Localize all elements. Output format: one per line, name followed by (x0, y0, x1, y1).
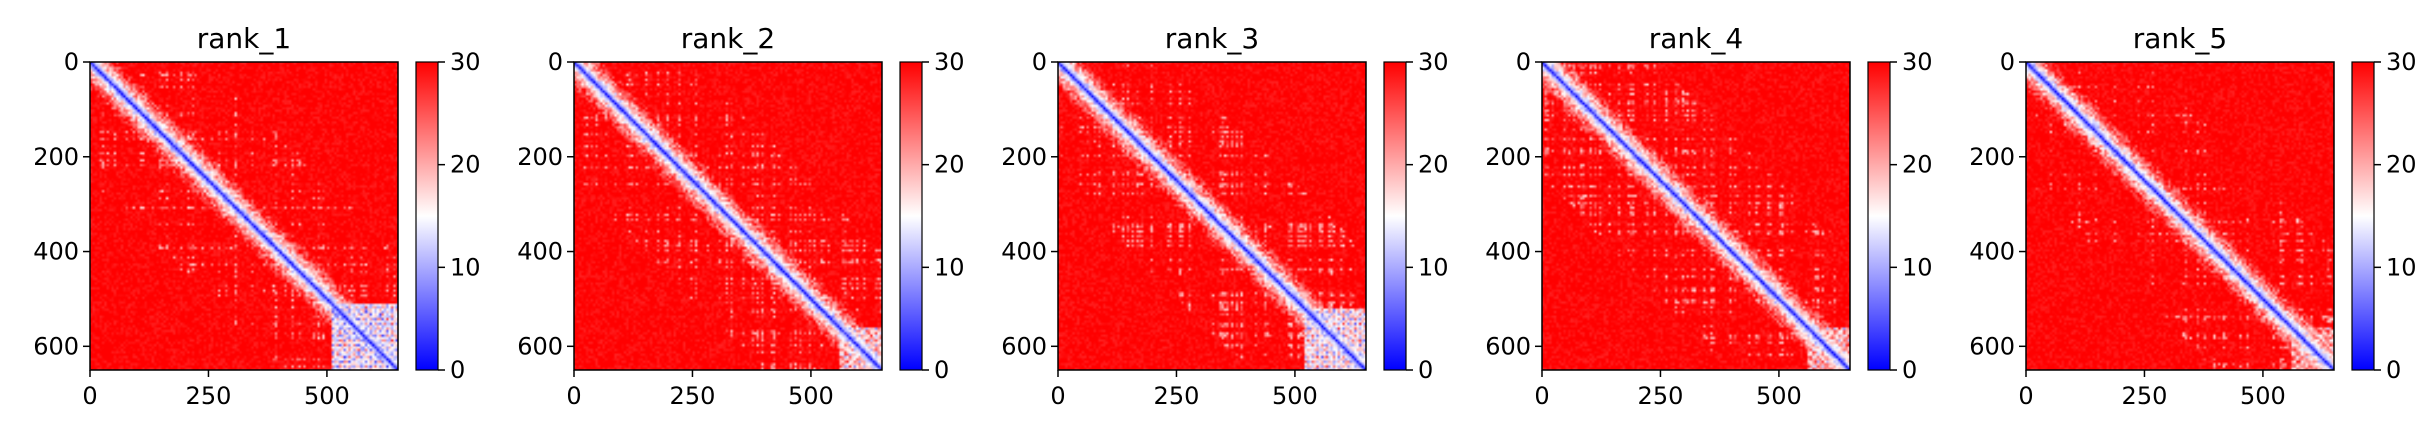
x-tick-label: 500 (1756, 382, 1802, 410)
y-tick-label: 0 (64, 48, 79, 76)
y-tick-label: 0 (1516, 48, 1531, 76)
axes-frame (2025, 61, 2335, 371)
y-tick-label: 400 (1969, 238, 2015, 266)
colorbar (2351, 61, 2375, 371)
colorbar (1867, 61, 1891, 371)
y-tick-label: 400 (1485, 238, 1531, 266)
colorbar (899, 61, 923, 371)
colorbar-tick-label: 0 (934, 356, 949, 384)
colorbar-tick-label: 0 (2386, 356, 2401, 384)
x-tick-label: 250 (186, 382, 232, 410)
chart-title: rank_4 (1649, 22, 1743, 55)
x-tick-label: 500 (304, 382, 350, 410)
y-tick-label: 400 (517, 238, 563, 266)
axes-frame (573, 61, 883, 371)
y-tick-label: 200 (517, 143, 563, 171)
heatmap-image (2026, 62, 2334, 370)
y-tick-label: 600 (1969, 332, 2015, 360)
heatmap-image (1058, 62, 1366, 370)
colorbar-tick-label: 20 (934, 151, 965, 179)
y-tick-label: 200 (1969, 143, 2015, 171)
x-tick-label: 0 (1534, 382, 1549, 410)
colorbar-tick-label: 20 (1902, 151, 1933, 179)
colorbar-tick-label: 30 (2386, 48, 2417, 76)
colorbar-tick-label: 30 (1902, 48, 1933, 76)
y-tick-label: 200 (1001, 143, 1047, 171)
y-tick-label: 600 (517, 332, 563, 360)
axes-frame (1057, 61, 1367, 371)
colorbar (415, 61, 439, 371)
heatmap-image (574, 62, 882, 370)
y-tick-label: 400 (33, 238, 79, 266)
y-tick-label: 0 (548, 48, 563, 76)
colorbar-tick-label: 30 (934, 48, 965, 76)
colorbar-tick-label: 20 (450, 151, 481, 179)
axes-frame (89, 61, 399, 371)
colorbar-tick-label: 0 (1902, 356, 1917, 384)
y-tick-label: 200 (1485, 143, 1531, 171)
x-tick-label: 250 (1638, 382, 1684, 410)
y-tick-label: 200 (33, 143, 79, 171)
x-tick-label: 0 (566, 382, 581, 410)
colorbar-tick-label: 30 (1418, 48, 1449, 76)
colorbar-tick-label: 0 (450, 356, 465, 384)
colorbar-tick-label: 10 (934, 253, 965, 281)
y-tick-label: 0 (1032, 48, 1047, 76)
chart-title: rank_5 (2133, 22, 2227, 55)
x-tick-label: 250 (2122, 382, 2168, 410)
y-tick-label: 400 (1001, 238, 1047, 266)
x-tick-label: 500 (2240, 382, 2286, 410)
colorbar-tick-label: 20 (2386, 151, 2417, 179)
y-tick-label: 600 (1001, 332, 1047, 360)
heatmap-image (90, 62, 398, 370)
x-tick-label: 0 (2018, 382, 2033, 410)
colorbar-tick-label: 0 (1418, 356, 1433, 384)
x-tick-label: 500 (1272, 382, 1318, 410)
x-tick-label: 250 (670, 382, 716, 410)
colorbar-tick-label: 10 (2386, 253, 2417, 281)
y-tick-label: 0 (2000, 48, 2015, 76)
x-tick-label: 250 (1154, 382, 1200, 410)
colorbar-tick-label: 10 (1902, 253, 1933, 281)
colorbar-tick-label: 20 (1418, 151, 1449, 179)
x-tick-label: 0 (82, 382, 97, 410)
x-tick-label: 0 (1050, 382, 1065, 410)
y-tick-label: 600 (33, 332, 79, 360)
chart-title: rank_2 (681, 22, 775, 55)
heatmap-image (1542, 62, 1850, 370)
chart-title: rank_3 (1165, 22, 1259, 55)
colorbar-tick-label: 10 (450, 253, 481, 281)
x-tick-label: 500 (788, 382, 834, 410)
colorbar-tick-label: 30 (450, 48, 481, 76)
colorbar-tick-label: 10 (1418, 253, 1449, 281)
axes-frame (1541, 61, 1851, 371)
colorbar (1383, 61, 1407, 371)
y-tick-label: 600 (1485, 332, 1531, 360)
chart-title: rank_1 (197, 22, 291, 55)
